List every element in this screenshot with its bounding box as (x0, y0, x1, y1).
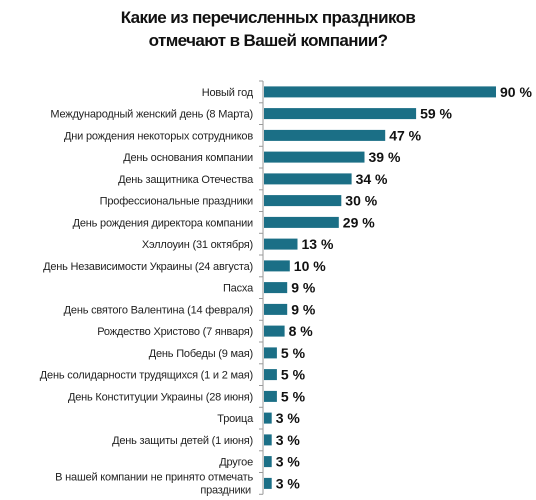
bar (264, 347, 277, 359)
value-label: 39 % (369, 149, 401, 165)
chart-title-line-1: Какие из перечисленных праздников (120, 8, 416, 27)
value-label: 13 % (302, 236, 334, 252)
value-label: 5 % (281, 367, 306, 383)
value-label: 3 % (276, 432, 301, 448)
bar (264, 238, 298, 250)
chart-title: Какие из перечисленных праздников отмеча… (0, 6, 536, 52)
category-label: День защитника Отечества (118, 174, 254, 186)
category-label: День Победы (9 мая) (149, 348, 253, 360)
bar (264, 282, 288, 294)
category-label: Профессиональные праздники (100, 196, 253, 208)
chart-title-line-2: отмечают в Вашей компании? (148, 31, 388, 50)
category-label: Международный женский день (8 Марта) (50, 109, 253, 121)
category-label: Пасха (223, 283, 254, 295)
value-label: 3 % (276, 475, 301, 491)
bar (264, 456, 272, 468)
bar (264, 195, 342, 207)
value-label: 9 % (291, 301, 316, 317)
value-label: 30 % (345, 193, 377, 209)
category-label: День защиты детей (1 июня) (112, 435, 253, 447)
bar (264, 369, 277, 381)
bar (264, 434, 272, 446)
bar (264, 477, 272, 489)
value-label: 34 % (356, 171, 388, 187)
value-label: 3 % (276, 454, 301, 470)
bar (264, 86, 496, 98)
bar (264, 412, 272, 424)
category-label: Троица (217, 413, 254, 425)
category-label: Рождество Христово (7 января) (97, 326, 253, 338)
category-label: Другое (219, 457, 253, 469)
value-label: 5 % (281, 345, 306, 361)
category-label: День основания компании (123, 152, 253, 164)
category-label: Хэллоуин (31 октября) (142, 239, 253, 251)
value-label: 29 % (343, 214, 375, 230)
category-label: День Конституции Украины (28 июня) (68, 391, 253, 403)
category-label: Новый год (202, 87, 254, 99)
bar (264, 390, 277, 402)
value-label: 47 % (389, 127, 421, 143)
bar (264, 151, 365, 163)
category-label: День рождения директора компании (73, 217, 253, 229)
category-label: День святого Валентина (14 февраля) (64, 304, 253, 316)
bar (264, 173, 352, 185)
bar (264, 108, 417, 120)
category-label: День Независимости Украины (24 августа) (43, 261, 253, 273)
bar (264, 216, 339, 228)
value-label: 5 % (281, 388, 306, 404)
bar (264, 260, 290, 272)
value-label: 10 % (294, 258, 326, 274)
bar (264, 129, 386, 141)
category-label: День солидарности трудящихся (1 и 2 мая) (40, 370, 253, 382)
value-label: 9 % (291, 280, 316, 296)
value-label: 8 % (289, 323, 314, 339)
bar (264, 325, 285, 337)
value-label: 59 % (420, 106, 452, 122)
bar (264, 303, 288, 315)
category-label: Дни рождения некоторых сотрудников (64, 130, 253, 142)
value-label: 90 % (500, 84, 532, 100)
value-label: 3 % (276, 410, 301, 426)
category-label: В нашей компании не принято отмечать праз… (55, 471, 253, 496)
